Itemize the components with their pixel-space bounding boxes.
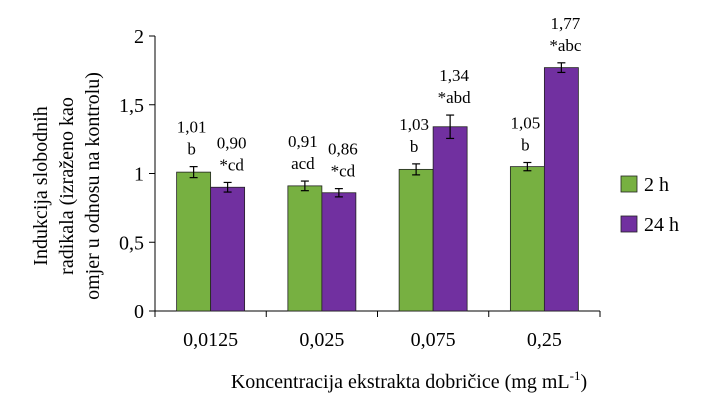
- data-label: 1,77: [551, 14, 581, 33]
- y-tick-label: 1: [134, 164, 144, 186]
- legend-swatch-2h: [620, 175, 638, 193]
- significance-label: *cd: [219, 155, 244, 174]
- bar: [432, 126, 468, 312]
- bar: [543, 67, 579, 312]
- plot-area: 0 0,5 1 1,5 2 0,0125 0,025 0,075 0,25 1,01 b 0,91 ac…: [119, 14, 601, 351]
- x-tick-label: 0,25: [527, 329, 562, 351]
- y-axis-title-line-2: radikala (izraženo kao: [56, 97, 78, 275]
- significance-label: *abd: [438, 88, 472, 107]
- data-label: 1,03: [399, 115, 429, 134]
- legend-item-24h: 24 h: [620, 214, 679, 236]
- significance-label: b: [521, 136, 530, 155]
- significance-label: acd: [291, 154, 315, 173]
- data-label: 0,91: [288, 132, 318, 151]
- y-axis-title-line-1: Indukcija slobodnih: [30, 106, 52, 265]
- bar: [176, 171, 212, 312]
- y-axis-title: Indukcija slobodnih radikala (izraženo k…: [30, 72, 104, 300]
- significance-label: b: [187, 140, 196, 159]
- x-axis-title: Koncentracija ekstrakta dobričice (mg mL…: [231, 368, 587, 393]
- x-tick-label: 0,075: [411, 329, 456, 351]
- y-axis-title-line-3: omjer u odnosu na kontrolu): [82, 72, 104, 300]
- significance-label: b: [410, 137, 419, 156]
- x-tick-label: 0,0125: [183, 329, 238, 351]
- significance-label: *abc: [549, 36, 582, 55]
- data-label: 1,34: [439, 66, 469, 85]
- legend-swatch-24h: [620, 215, 638, 233]
- y-tick-label: 0,5: [119, 232, 144, 254]
- y-tick-label: 0: [134, 301, 144, 323]
- legend-label-24h: 24 h: [644, 214, 679, 236]
- bar: [509, 166, 545, 312]
- bar: [398, 168, 434, 312]
- y-tick-label: 1,5: [119, 95, 144, 117]
- data-label: 1,01: [177, 118, 207, 137]
- data-label: 0,86: [328, 140, 358, 159]
- legend: 2 h 24 h: [620, 174, 679, 236]
- legend-label-2h: 2 h: [644, 174, 669, 196]
- x-tick-label: 0,025: [299, 329, 344, 351]
- significance-label: *cd: [331, 162, 356, 181]
- legend-item-2h: 2 h: [620, 174, 669, 196]
- bar: [321, 192, 357, 312]
- bar: [210, 186, 246, 312]
- bar: [287, 185, 323, 312]
- y-tick-label: 2: [134, 26, 144, 48]
- data-label: 1,05: [511, 114, 541, 133]
- data-label: 0,90: [217, 133, 247, 152]
